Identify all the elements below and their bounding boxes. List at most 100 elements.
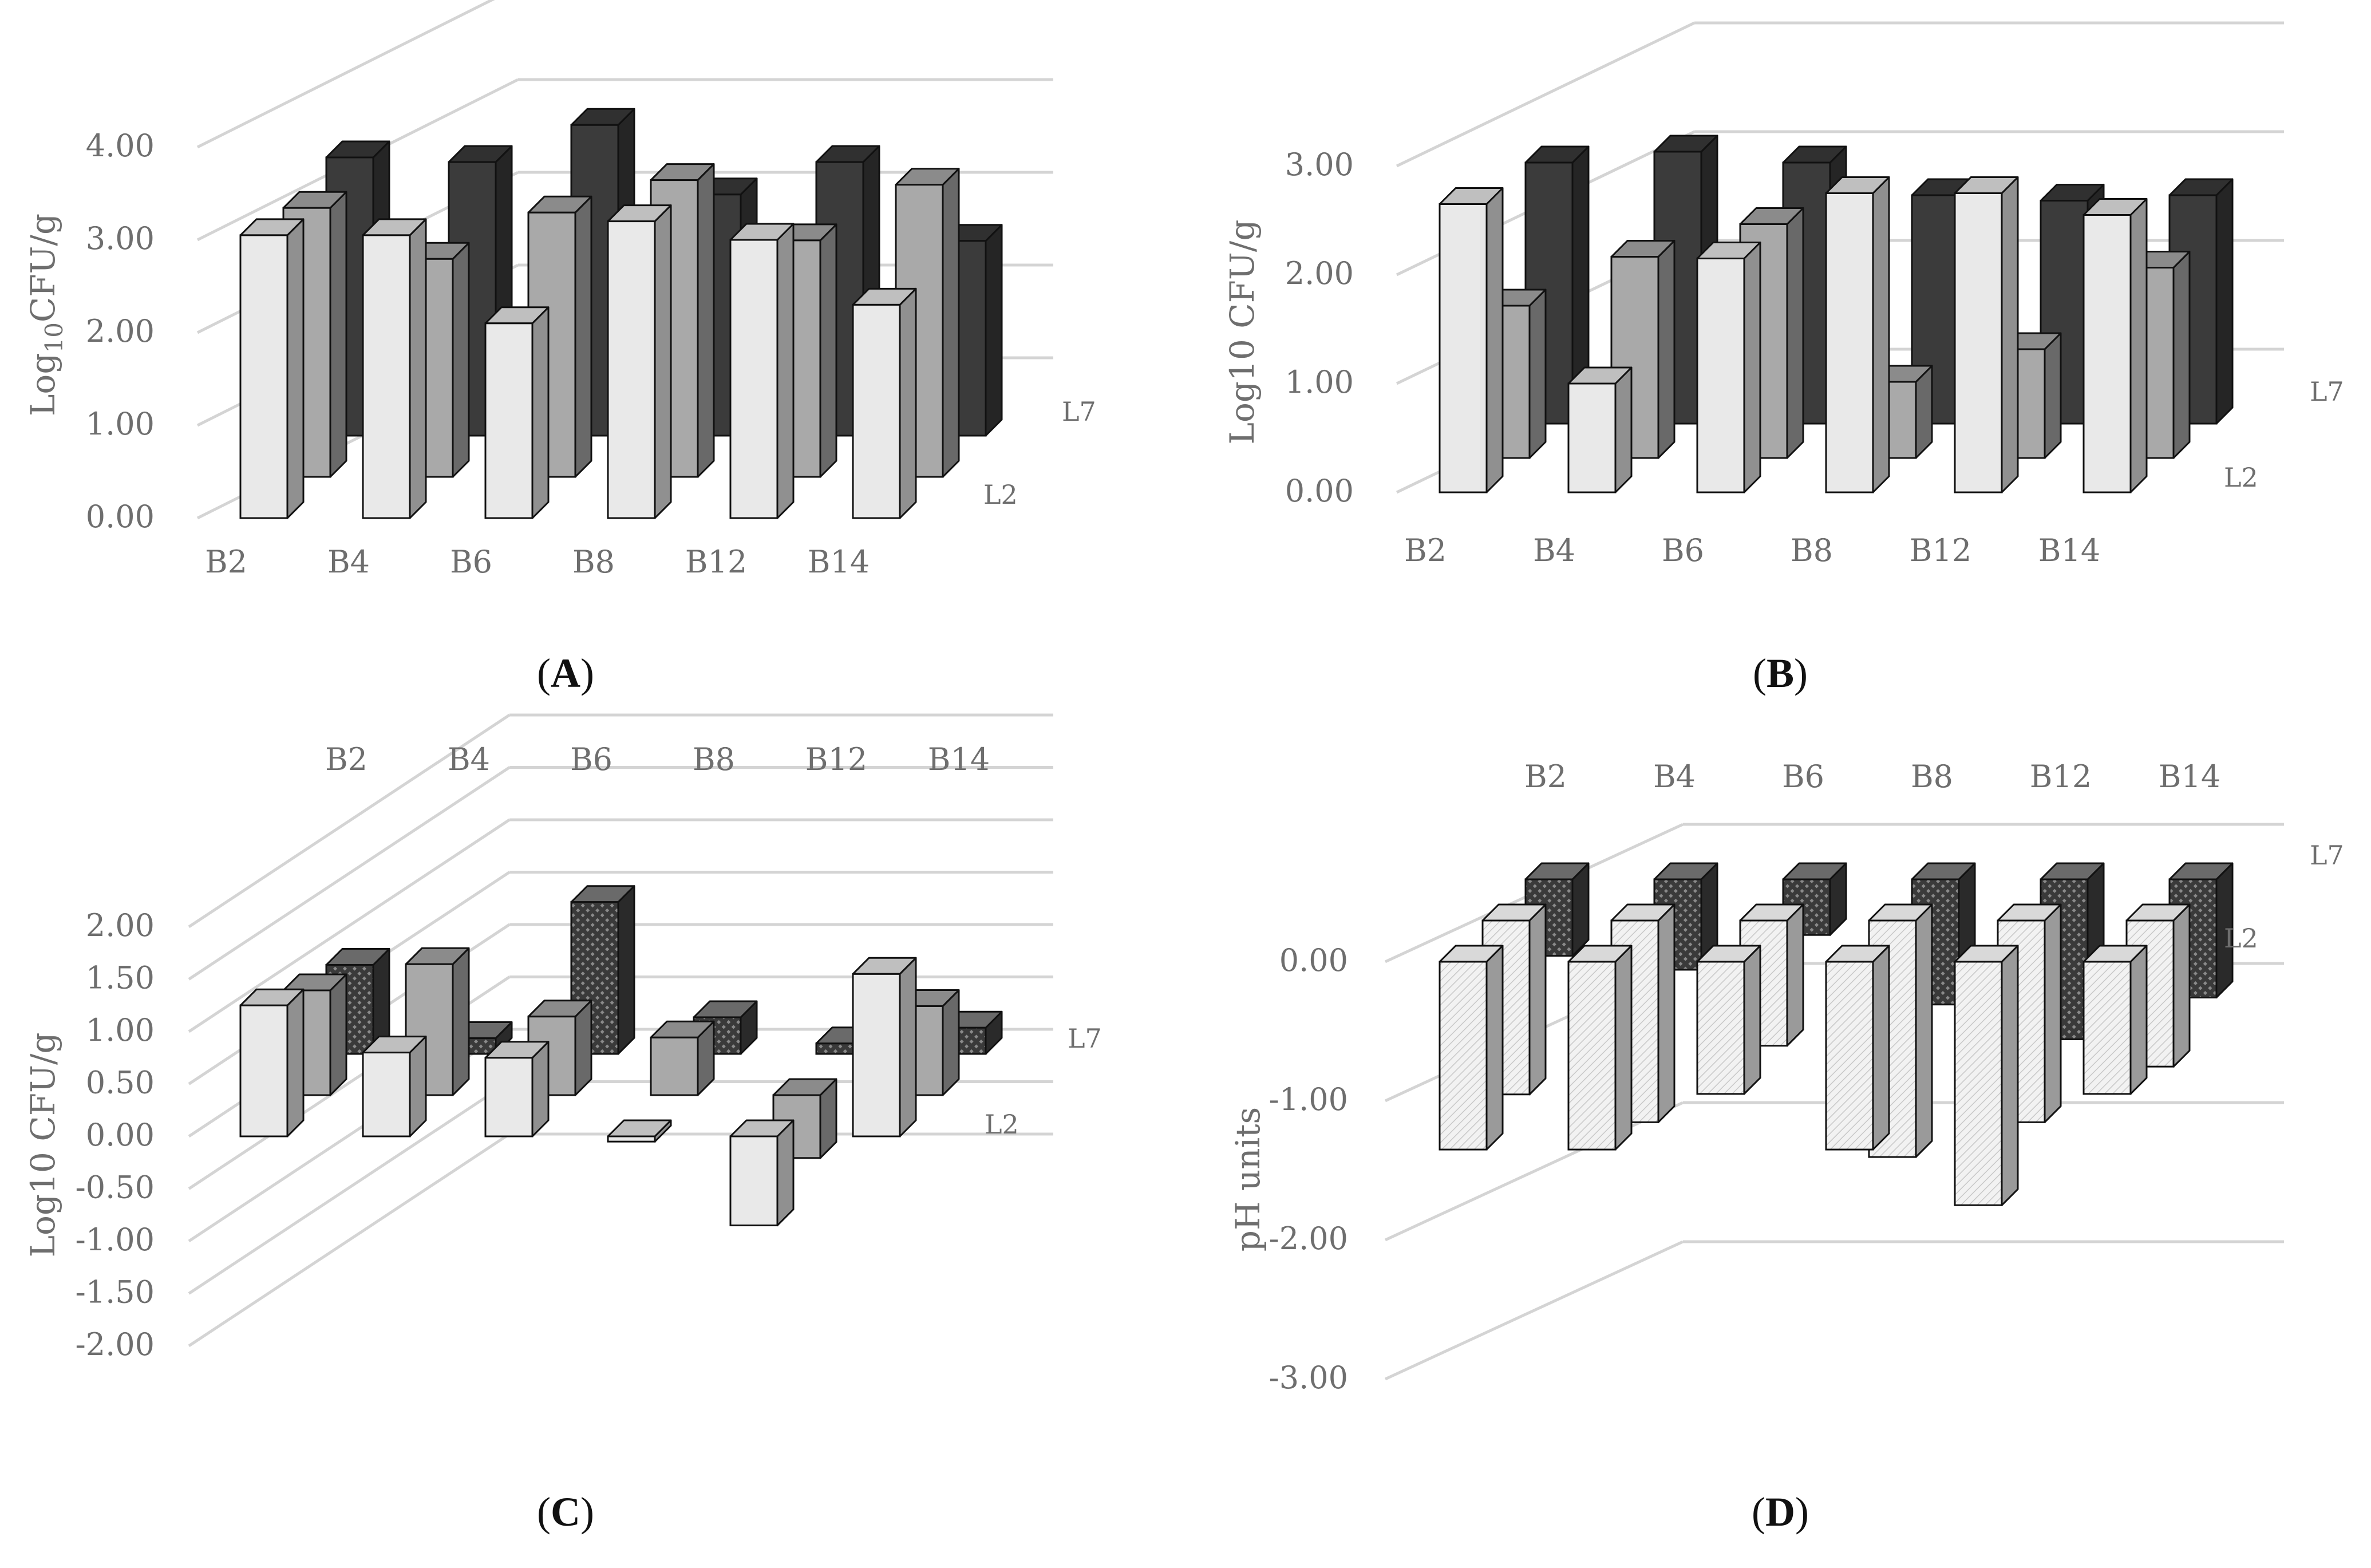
bar-front (1954, 192, 2003, 493)
bar-side (1614, 945, 1633, 1151)
bar-p0-s0-c3 (607, 204, 672, 519)
bar-p2-s1-c3 (650, 1020, 715, 1096)
bar-front (484, 322, 534, 519)
y-tick-label: -1.00 (76, 1222, 155, 1258)
bar-p2-s1-c4 (772, 1078, 837, 1159)
bar-p1-s0-c3 (1825, 176, 1890, 493)
bar-p1-s0-c0 (1439, 187, 1504, 493)
bar-p0-s0-c1 (362, 218, 427, 519)
bar-p0-s0-c5 (852, 287, 917, 519)
bar-front (607, 220, 656, 519)
bar-side (531, 306, 550, 519)
depth-label: L7 (1062, 396, 1096, 427)
category-label: B12 (685, 544, 747, 580)
bar-p3-s1-c1 (1610, 903, 1675, 1123)
y-tick-label: -1.50 (76, 1274, 155, 1310)
bar-side (1485, 187, 1504, 493)
bar-p3-s0-c4 (1954, 945, 2019, 1206)
category-label: B4 (448, 741, 490, 777)
bar-side (1614, 366, 1633, 493)
bar-side (617, 885, 635, 1055)
y-axis-label: Log10 CFU/g (1223, 220, 1262, 445)
y-axis-label: Log10 CFU/g (23, 1033, 62, 1258)
category-label: B6 (570, 741, 612, 777)
bar-side (819, 223, 837, 478)
chart-b: 0.00 1.00 2.00 3.00 B2 B4 B6 B8 B12 B14 L2 L7 Log10 … (1223, 21, 2344, 568)
bar-side (329, 973, 347, 1096)
y-tick-label: 2.00 (86, 907, 155, 943)
chart-a: 0.00 1.00 2.00 3.00 4.00 B2 B4 B6 B8 B12 B14 L2 L7 Lo… (23, 0, 1096, 580)
bar-front (852, 303, 901, 519)
bar-front (362, 234, 411, 519)
category-label: B4 (1533, 532, 1575, 568)
category-label: B4 (1653, 759, 1696, 795)
bar-side (1657, 903, 1675, 1123)
bar-p2-s1-c2 (527, 1000, 592, 1096)
bar-side (2129, 945, 2148, 1095)
bar-side (654, 204, 672, 519)
bar-side (1485, 945, 1504, 1151)
bar-front (729, 1135, 779, 1227)
y-axis-label: Log10CFU/g (23, 214, 68, 416)
category-label: B8 (572, 544, 615, 580)
bar-side (409, 218, 427, 519)
bar-side (1743, 945, 1761, 1095)
bar-p3-s0-c5 (2082, 945, 2148, 1095)
depth-label: L2 (985, 1109, 1019, 1140)
bar-side (942, 989, 960, 1096)
category-label: B12 (1910, 532, 1971, 568)
gridline-diag (196, 0, 495, 149)
bar-p2-s0-c5 (852, 957, 917, 1138)
bar-side (942, 168, 960, 478)
category-label: B2 (325, 741, 367, 777)
bar-side (1528, 289, 1547, 459)
category-label: B12 (2030, 759, 2092, 795)
bar-front (1567, 382, 1617, 493)
bar-side (899, 957, 917, 1138)
y-tick-label: -3.00 (1269, 1360, 1348, 1396)
category-label: B14 (2038, 532, 2100, 568)
category-label: B2 (205, 544, 247, 580)
depth-label: L2 (2224, 923, 2258, 954)
bar-front (2082, 214, 2132, 493)
bar-side (2172, 903, 2191, 1068)
gridline-diag (188, 713, 511, 929)
bar-front (484, 1057, 534, 1138)
bar-side (985, 224, 1003, 437)
y-tick-label: -1.00 (1269, 1081, 1348, 1117)
bar-front (1825, 961, 1874, 1151)
bar-front (607, 1135, 656, 1143)
y-tick-label: -0.50 (76, 1170, 155, 1206)
bar-side (776, 1119, 795, 1227)
bar-side (1743, 242, 1761, 493)
bar-side (697, 163, 715, 478)
bar-side (2129, 198, 2148, 493)
bar-front (650, 1036, 699, 1096)
bar-p0-s0-c4 (729, 223, 795, 519)
category-label: B8 (1791, 532, 1833, 568)
gridline-diag (1384, 1240, 1684, 1381)
category-label: B12 (805, 741, 867, 777)
bar-side (1786, 903, 1804, 1047)
bar-front (239, 1004, 289, 1138)
y-tick-label: 2.00 (86, 313, 155, 349)
category-label: B6 (1782, 759, 1824, 795)
bar-side (2001, 176, 2019, 493)
bar-side (2001, 945, 2019, 1206)
caption-c: (C) (537, 1489, 594, 1535)
depth-label: L7 (2310, 376, 2344, 407)
bar-p2-s0-c1 (362, 1036, 427, 1138)
bar-side (329, 191, 347, 478)
bar-side (1872, 945, 1890, 1151)
y-tick-label: 0.00 (1279, 942, 1348, 978)
depth-label: L7 (1068, 1023, 1102, 1054)
y-tick-label: -2.00 (76, 1326, 155, 1362)
y-tick-label: 0.00 (86, 1117, 155, 1153)
bar-side (2044, 332, 2062, 459)
bar-side (452, 242, 470, 478)
bar-side (899, 287, 917, 519)
bar-side (2172, 251, 2191, 459)
y-axis-label: pH units (1228, 1107, 1267, 1251)
bar-p2-s2-c2 (570, 885, 635, 1055)
bar-front (1439, 203, 1488, 493)
